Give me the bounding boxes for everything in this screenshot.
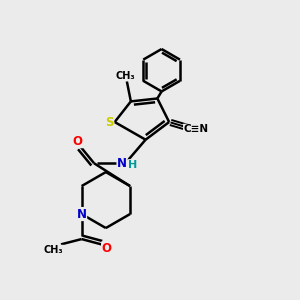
Text: C≡N: C≡N [184,124,208,134]
Text: O: O [73,135,83,148]
Text: CH₃: CH₃ [44,245,63,255]
Text: H: H [128,160,137,170]
Text: N: N [117,157,127,170]
Text: N: N [76,208,87,220]
Text: S: S [105,116,114,128]
Text: CH₃: CH₃ [116,71,135,81]
Text: O: O [102,242,112,255]
